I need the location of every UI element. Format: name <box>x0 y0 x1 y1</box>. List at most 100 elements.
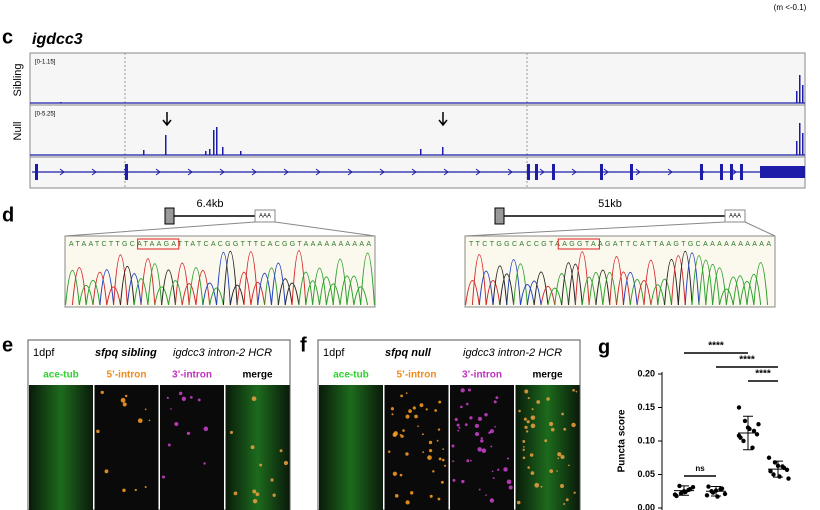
trace-peak <box>188 267 204 306</box>
trace-peak <box>670 255 686 306</box>
exon <box>760 166 805 178</box>
trace-peak <box>712 267 727 306</box>
punctum <box>441 458 445 462</box>
punctum <box>461 479 465 484</box>
micrograph <box>384 385 449 510</box>
tail-box <box>724 209 746 223</box>
punctum <box>400 434 404 438</box>
point <box>686 487 691 493</box>
punctum <box>493 400 497 404</box>
trace-peak <box>325 283 341 306</box>
punctum <box>530 423 536 429</box>
peak <box>213 130 215 155</box>
punctum <box>279 449 283 453</box>
peak <box>222 147 224 155</box>
strand <box>411 168 417 176</box>
trace-peak <box>691 255 707 306</box>
track-name: Sibling <box>12 63 24 96</box>
punctum <box>144 485 147 489</box>
point <box>718 487 723 492</box>
punctum <box>252 489 257 494</box>
point <box>751 428 757 434</box>
strand <box>539 168 545 176</box>
peak <box>799 75 801 103</box>
error-bar <box>773 460 783 478</box>
peak <box>796 91 798 103</box>
trace-peak <box>478 270 494 306</box>
strand <box>347 168 353 176</box>
tail-box <box>254 209 276 223</box>
trace-peak <box>346 275 362 306</box>
track-range: [0-5.25] <box>35 112 56 118</box>
punctum <box>480 437 483 440</box>
punctum <box>524 425 528 430</box>
y-tick-label: 0.05 <box>637 469 655 479</box>
punctum <box>104 469 109 474</box>
strand <box>731 168 737 176</box>
punctum <box>561 412 564 416</box>
punctum <box>536 400 541 404</box>
punctum <box>412 406 416 410</box>
track-name: Null <box>12 122 24 141</box>
strand <box>283 168 289 176</box>
trace-peak <box>264 267 279 306</box>
punctum <box>399 473 403 477</box>
exon-box <box>494 207 505 225</box>
trace-peak <box>561 262 576 306</box>
punctum <box>469 416 473 420</box>
panel-label: g <box>598 336 610 358</box>
size: 51kb <box>598 198 622 210</box>
trace-peak <box>657 279 672 306</box>
punctum <box>456 423 460 427</box>
trace-peak <box>195 270 211 306</box>
punctum <box>503 467 508 472</box>
trace-peak <box>147 263 163 306</box>
punctum <box>460 388 465 393</box>
punctum <box>451 444 455 448</box>
strand <box>219 168 225 176</box>
punctum <box>452 460 455 463</box>
trace-peak <box>684 252 700 306</box>
punctum <box>571 422 576 428</box>
punctum <box>526 420 530 424</box>
peak <box>442 147 444 155</box>
punctum <box>530 471 535 475</box>
punctum <box>478 488 481 491</box>
punctum <box>544 439 548 443</box>
trace-peak <box>202 282 218 306</box>
strand <box>475 168 481 176</box>
trace-peak <box>533 271 549 306</box>
punctum <box>477 416 483 421</box>
punctum <box>470 459 472 462</box>
punctum <box>124 394 128 398</box>
point <box>706 484 711 489</box>
trace-peak <box>65 269 80 306</box>
trace-peak <box>277 278 293 306</box>
punctum <box>428 440 433 445</box>
punctum <box>405 414 410 419</box>
exon <box>630 164 633 180</box>
trace-peak <box>133 278 149 306</box>
trace-peak <box>698 259 714 306</box>
trace-peak <box>588 271 604 306</box>
punctum <box>437 497 441 501</box>
trace-peak <box>319 276 334 306</box>
punctum <box>120 397 126 403</box>
punctum <box>527 397 530 400</box>
trace-peak <box>257 272 272 306</box>
note: (m <-0.1) <box>774 3 807 12</box>
punctum <box>529 453 534 457</box>
track-frame <box>29 52 806 189</box>
punctum <box>489 498 495 503</box>
zoom <box>464 221 776 237</box>
punctum <box>523 417 527 421</box>
punctum <box>522 440 526 443</box>
trace-peak <box>732 275 748 306</box>
panel-label: e <box>2 334 13 356</box>
punctum <box>408 409 412 414</box>
sequence: ATAATCTTGCATAAGATTATCACGGTTTCACGGTAAAAAA… <box>69 241 371 248</box>
punctum <box>572 388 575 392</box>
trace-peak <box>216 252 231 306</box>
punctum <box>233 491 238 496</box>
punctum <box>229 430 234 434</box>
